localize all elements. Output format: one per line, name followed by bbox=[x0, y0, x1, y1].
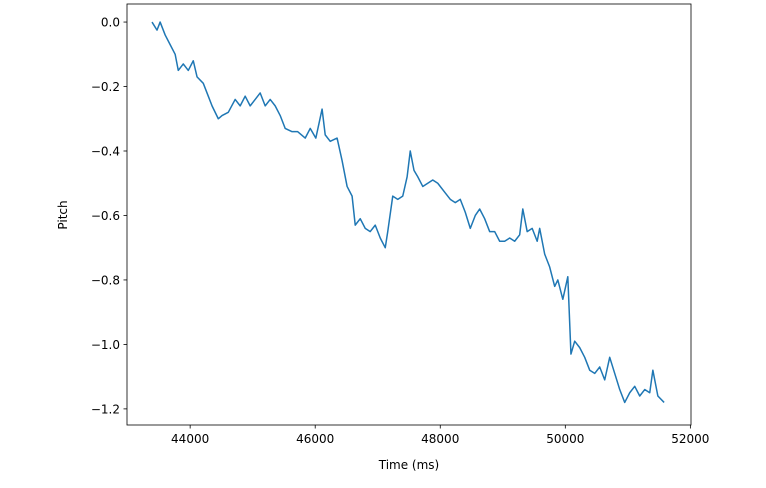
plot-frame bbox=[126, 3, 692, 426]
x-axis-label: Time (ms) bbox=[378, 458, 440, 472]
x-tick-label: 46000 bbox=[296, 432, 334, 446]
y-tick-label: −0.6 bbox=[91, 209, 120, 223]
x-tick-label: 48000 bbox=[421, 432, 459, 446]
y-tick-label: −0.4 bbox=[91, 144, 120, 158]
y-axis-label: Pitch bbox=[56, 200, 70, 229]
y-tick-label: −0.8 bbox=[91, 273, 120, 287]
x-tick-label: 52000 bbox=[671, 432, 709, 446]
y-tick-label: −1.0 bbox=[91, 338, 120, 352]
y-tick-label: 0.0 bbox=[101, 16, 120, 30]
data-line bbox=[151, 21, 665, 404]
y-tick-label: −1.2 bbox=[91, 402, 120, 416]
x-tick-label: 50000 bbox=[546, 432, 584, 446]
x-tick-label: 44000 bbox=[171, 432, 209, 446]
y-tick-label: −0.2 bbox=[91, 80, 120, 94]
